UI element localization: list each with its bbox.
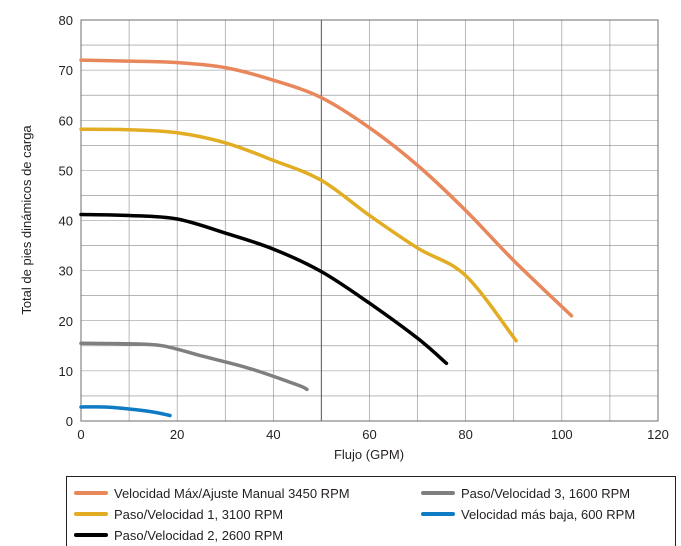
legend-label: Paso/Velocidad 1, 3100 RPM (114, 507, 283, 522)
x-tick-label: 20 (170, 427, 184, 442)
y-tick-label: 20 (59, 314, 73, 329)
series-layer (79, 58, 574, 418)
x-tick-label: 80 (458, 427, 472, 442)
legend-label: Paso/Velocidad 3, 1600 RPM (461, 486, 630, 501)
legend-label: Paso/Velocidad 2, 2600 RPM (114, 528, 283, 543)
x-tick-label: 40 (266, 427, 280, 442)
y-tick-label: 80 (59, 13, 73, 28)
legend-box (66, 476, 676, 546)
x-tick-label: 120 (647, 427, 669, 442)
legend: Velocidad Máx/Ajuste Manual 3450 RPM Paso… (66, 476, 676, 546)
series-line-5 (79, 405, 172, 418)
x-tick-label: 100 (551, 427, 573, 442)
y-axis-title: Total de pies dinámicos de carga (19, 125, 34, 315)
y-tick-label: 30 (59, 264, 73, 279)
legend-label: Velocidad más baja, 600 RPM (461, 507, 635, 522)
y-tick-label: 70 (59, 63, 73, 78)
y-tick-label: 0 (66, 414, 73, 429)
x-axis-title: Flujo (GPM) (334, 447, 404, 462)
series-line-2 (79, 127, 518, 343)
series-line-3 (79, 212, 449, 366)
grid (80, 19, 659, 422)
series-line-1 (79, 58, 574, 318)
plot-frame (80, 19, 659, 422)
legend-label: Velocidad Máx/Ajuste Manual 3450 RPM (114, 486, 350, 501)
series-line-4 (79, 341, 309, 392)
y-tick-label: 50 (59, 163, 73, 178)
x-tick-label: 0 (77, 427, 84, 442)
y-tick-label: 10 (59, 364, 73, 379)
y-tick-label: 40 (59, 214, 73, 229)
x-tick-label: 60 (362, 427, 376, 442)
y-tick-label: 60 (59, 113, 73, 128)
tick-labels: 0 10 20 30 40 50 60 70 80 0 20 40 60 80 100 120 (59, 13, 669, 442)
